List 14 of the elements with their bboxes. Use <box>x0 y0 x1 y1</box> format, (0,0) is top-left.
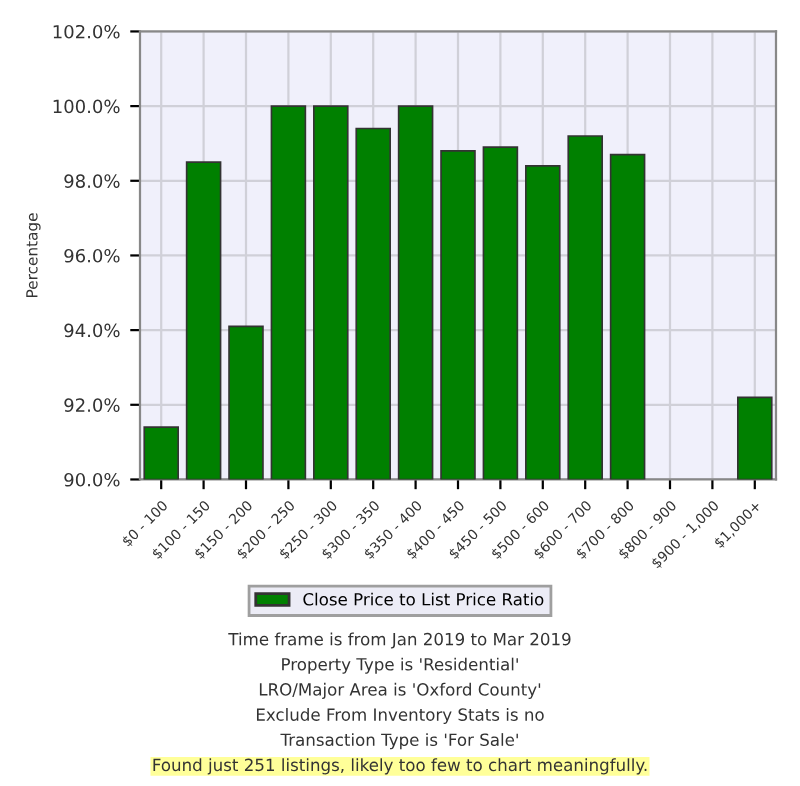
text: Exclude From Inventory Stats is no <box>256 707 544 725</box>
text: Found just 251 listings, likely too few to chart meaningfully. <box>153 758 647 775</box>
text: Time frame is from Jan 2019 to Mar 2019 <box>228 632 571 649</box>
legend-label: Close Price to List Price Ratio <box>303 592 544 606</box>
text: Property Type is 'Residential' <box>282 657 518 674</box>
y-tick-label: 98.0% <box>64 174 120 188</box>
y-tick-label: 94.0% <box>64 323 120 338</box>
y-tick-label: 92.0% <box>64 398 120 412</box>
y-tick-label: 102.0% <box>53 24 120 39</box>
text: LRO/Major Area is 'Oxford County' <box>259 682 541 699</box>
y-tick-label: 100.0% <box>53 99 120 114</box>
y-tick-label: 96.0% <box>64 248 120 263</box>
text: Transaction Type is 'For Sale' <box>280 733 518 750</box>
y-tick-label: 90.0% <box>64 472 120 487</box>
